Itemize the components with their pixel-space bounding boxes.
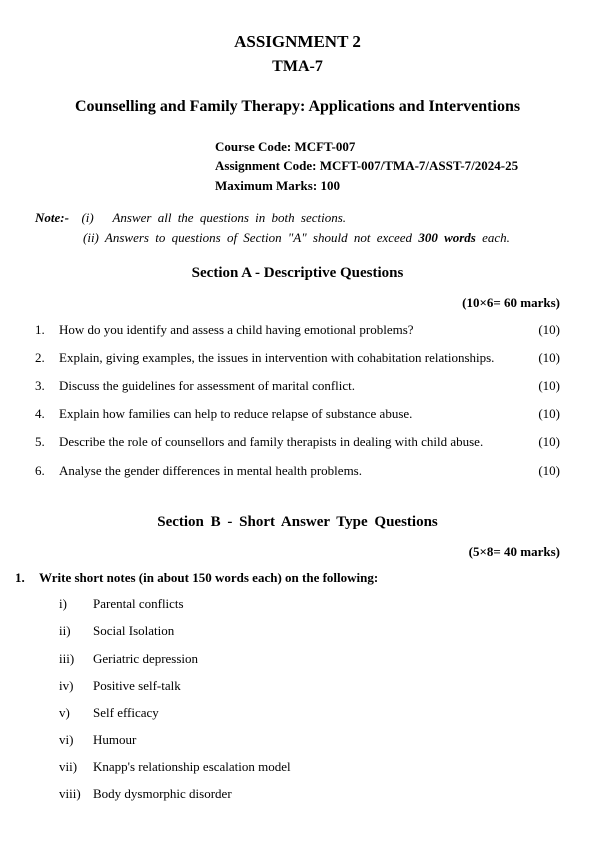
b-intro-num: 1.: [15, 569, 39, 587]
section-a-heading: Section A - Descriptive Questions: [35, 263, 560, 284]
sub-item-row: iii)Geriatric depression: [59, 650, 560, 668]
question-number: 4.: [35, 405, 59, 423]
question-marks: (10): [520, 321, 560, 339]
assignment-title: ASSIGNMENT 2: [35, 30, 560, 54]
question-text: Describe the role of counsellors and fam…: [59, 433, 520, 451]
sub-item-text: Humour: [93, 731, 136, 749]
sub-item-text: Positive self-talk: [93, 677, 181, 695]
subject-title: Counselling and Family Therapy: Applicat…: [35, 96, 560, 118]
question-text: Explain how families can help to reduce …: [59, 405, 520, 423]
question-text: Discuss the guidelines for assessment of…: [59, 377, 520, 395]
sub-item-row: vi)Humour: [59, 731, 560, 749]
section-a-questions: 1.How do you identify and assess a child…: [35, 321, 560, 480]
note-block: Note:- (i) Answer all the questions in b…: [35, 209, 560, 247]
sub-item-number: v): [59, 704, 93, 722]
note-ii-pre: Answers to questions of Section "A" shou…: [105, 230, 418, 245]
question-marks: (10): [520, 405, 560, 423]
section-b-intro: 1. Write short notes (in about 150 words…: [15, 569, 560, 587]
sub-item-number: i): [59, 595, 93, 613]
b-intro-text: Write short notes (in about 150 words ea…: [39, 569, 378, 587]
note-ii-post: each.: [476, 230, 510, 245]
question-row: 1.How do you identify and assess a child…: [35, 321, 560, 339]
question-row: 6.Analyse the gender differences in ment…: [35, 462, 560, 480]
assignment-code-value: MCFT-007/TMA-7/ASST-7/2024-25: [320, 158, 518, 173]
question-text: How do you identify and assess a child h…: [59, 321, 520, 339]
question-number: 3.: [35, 377, 59, 395]
note-label: Note:-: [35, 210, 69, 225]
sub-item-number: iv): [59, 677, 93, 695]
sub-item-row: v)Self efficacy: [59, 704, 560, 722]
sub-item-text: Social Isolation: [93, 622, 174, 640]
max-marks-label: Maximum Marks:: [215, 178, 320, 193]
question-marks: (10): [520, 462, 560, 480]
note-ii-bold: 300 words: [418, 230, 476, 245]
section-b-items: i)Parental conflictsii)Social Isolationi…: [35, 595, 560, 804]
question-row: 4.Explain how families can help to reduc…: [35, 405, 560, 423]
question-number: 6.: [35, 462, 59, 480]
question-text: Explain, giving examples, the issues in …: [59, 349, 520, 367]
sub-item-number: vi): [59, 731, 93, 749]
tma-title: TMA-7: [35, 56, 560, 78]
assignment-code-label: Assignment Code:: [215, 158, 320, 173]
note-ii-num: (ii): [83, 230, 99, 245]
question-row: 2.Explain, giving examples, the issues i…: [35, 349, 560, 367]
sub-item-number: iii): [59, 650, 93, 668]
sub-item-row: iv)Positive self-talk: [59, 677, 560, 695]
section-b-heading: Section B - Short Answer Type Questions: [35, 512, 560, 533]
sub-item-row: vii)Knapp's relationship escalation mode…: [59, 758, 560, 776]
question-number: 5.: [35, 433, 59, 451]
question-marks: (10): [520, 433, 560, 451]
sub-item-number: vii): [59, 758, 93, 776]
sub-item-text: Parental conflicts: [93, 595, 184, 613]
max-marks-value: 100: [320, 178, 340, 193]
question-marks: (10): [520, 377, 560, 395]
section-b-marks: (5×8= 40 marks): [35, 543, 560, 561]
question-number: 1.: [35, 321, 59, 339]
section-a-marks: (10×6= 60 marks): [35, 294, 560, 312]
sub-item-text: Knapp's relationship escalation model: [93, 758, 291, 776]
sub-item-text: Geriatric depression: [93, 650, 198, 668]
course-code-value: MCFT-007: [294, 139, 355, 154]
course-meta: Course Code: MCFT-007 Assignment Code: M…: [215, 137, 560, 196]
sub-item-row: i)Parental conflicts: [59, 595, 560, 613]
question-text: Analyse the gender differences in mental…: [59, 462, 520, 480]
sub-item-row: ii)Social Isolation: [59, 622, 560, 640]
question-number: 2.: [35, 349, 59, 367]
question-row: 5.Describe the role of counsellors and f…: [35, 433, 560, 451]
question-row: 3.Discuss the guidelines for assessment …: [35, 377, 560, 395]
note-i-text: Answer all the questions in both section…: [112, 210, 346, 225]
sub-item-text: Self efficacy: [93, 704, 159, 722]
question-marks: (10): [520, 349, 560, 367]
course-code-label: Course Code:: [215, 139, 294, 154]
note-i-num: (i): [81, 210, 93, 225]
sub-item-number: ii): [59, 622, 93, 640]
